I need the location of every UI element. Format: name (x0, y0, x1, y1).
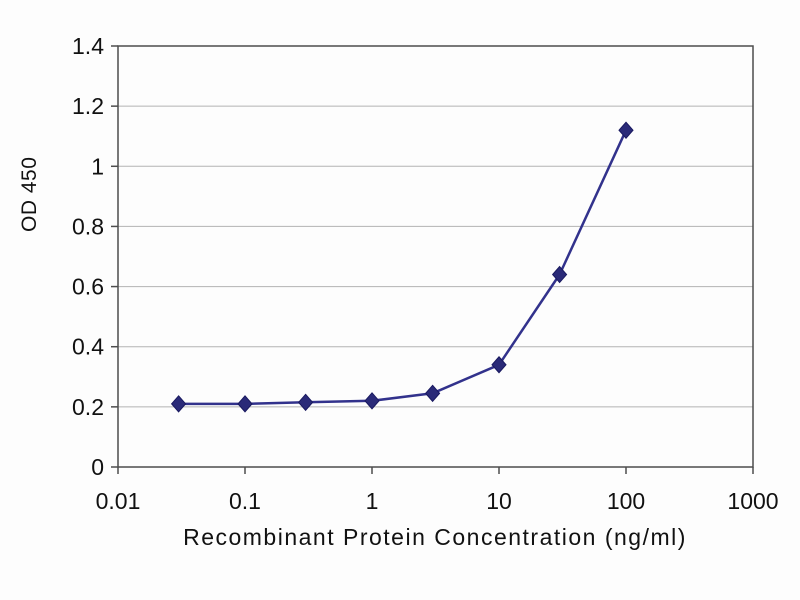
data-point-marker (618, 121, 634, 139)
plot-frame (117, 45, 754, 468)
y-tick-label: 1.2 (72, 93, 104, 119)
y-tick-label: 0.8 (72, 213, 104, 239)
y-tick-label: 1.4 (72, 33, 104, 59)
y-tick-label: 0.2 (72, 394, 104, 420)
y-tick-label: 0 (91, 454, 104, 480)
data-point-marker (297, 393, 314, 412)
y-axis-label: OD 450 (18, 156, 41, 232)
x-axis-label: Recombinant Protein Concentration (ng/ml… (183, 524, 687, 550)
x-tick-label: 0.01 (96, 488, 141, 514)
series-line (178, 129, 628, 406)
data-point-marker (491, 355, 507, 374)
data-point-marker (424, 384, 441, 403)
data-point-marker (237, 395, 253, 413)
data-point-marker (551, 265, 568, 284)
x-tick-label: 100 (607, 488, 645, 514)
y-tick-label: 1 (91, 153, 104, 179)
data-point-marker (170, 395, 187, 413)
x-tick-label: 1 (366, 488, 379, 514)
data-point-marker (364, 392, 380, 410)
x-tick-label: 1000 (727, 488, 778, 514)
x-tick-label: 10 (486, 488, 512, 514)
y-tick-label: 0.6 (72, 274, 104, 300)
x-tick-label: 0.1 (229, 488, 261, 514)
y-tick-label: 0.4 (72, 334, 104, 360)
